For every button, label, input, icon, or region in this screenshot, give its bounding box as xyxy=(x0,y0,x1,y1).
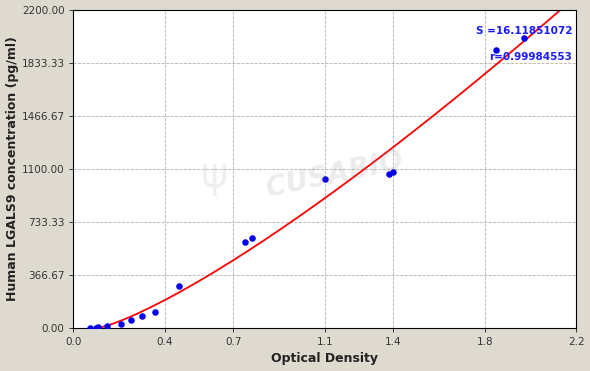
Point xyxy=(247,235,257,241)
Point xyxy=(117,321,126,326)
Text: r=0.99984553: r=0.99984553 xyxy=(490,52,572,62)
Point xyxy=(389,169,398,175)
Point xyxy=(127,317,136,323)
Point xyxy=(86,325,95,331)
Text: ψ: ψ xyxy=(201,154,228,196)
Point xyxy=(320,176,330,182)
Point xyxy=(91,325,101,331)
Point xyxy=(150,309,159,315)
Point xyxy=(384,171,394,177)
Text: S =16.11851072: S =16.11851072 xyxy=(476,26,572,36)
Y-axis label: Human LGALS9 concentration (pg/ml): Human LGALS9 concentration (pg/ml) xyxy=(5,36,18,301)
Point xyxy=(240,240,250,246)
Text: CUSABIO: CUSABIO xyxy=(264,147,406,203)
Point xyxy=(102,324,112,329)
Point xyxy=(519,36,528,42)
Point xyxy=(93,324,103,330)
Point xyxy=(174,283,183,289)
Point xyxy=(491,47,501,53)
Point xyxy=(137,313,146,319)
X-axis label: Optical Density: Optical Density xyxy=(271,352,378,365)
